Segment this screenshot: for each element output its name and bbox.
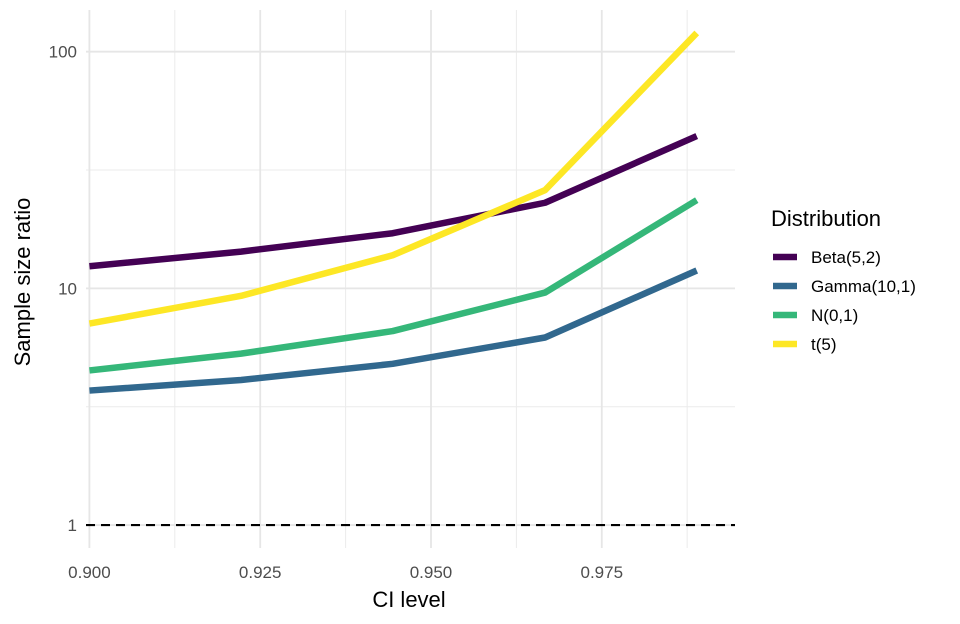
legend-title: Distribution [771, 206, 881, 231]
legend-label: Gamma(10,1) [811, 277, 916, 296]
legend-item: N(0,1) [773, 306, 858, 325]
x-tick-label: 0.975 [581, 563, 624, 582]
legend-label: N(0,1) [811, 306, 858, 325]
legend: Distribution Beta(5,2) Gamma(10,1) N(0,1) t… [771, 206, 916, 354]
x-axis-title: CI level [372, 587, 445, 612]
y-tick-label: 1 [68, 516, 77, 535]
legend-item: Gamma(10,1) [773, 277, 916, 296]
series-line-t-5 [88, 30, 700, 327]
series-line-gamma-10-1 [89, 267, 699, 394]
legend-item: Beta(5,2) [773, 248, 881, 267]
series-line-beta-5-2 [89, 133, 699, 270]
x-axis-ticks: 0.900 0.925 0.950 0.975 [68, 563, 623, 582]
legend-label: Beta(5,2) [811, 248, 881, 267]
major-x-gridlines [88, 10, 603, 548]
y-axis-ticks: 1 10 100 [49, 43, 77, 535]
x-tick-label: 0.900 [68, 563, 111, 582]
y-axis-title: Sample size ratio [10, 198, 35, 367]
y-tick-label: 100 [49, 43, 77, 62]
y-tick-label: 10 [58, 279, 77, 298]
minor-x-gridlines [174, 10, 688, 548]
major-y-gridlines [86, 50, 735, 526]
series-line-n-0-1 [89, 197, 699, 374]
legend-item: t(5) [773, 335, 837, 354]
x-tick-label: 0.925 [239, 563, 282, 582]
legend-items: Beta(5,2) Gamma(10,1) N(0,1) t(5) [773, 248, 916, 354]
legend-label: t(5) [811, 335, 837, 354]
x-tick-label: 0.950 [410, 563, 453, 582]
series-layer [88, 30, 700, 394]
